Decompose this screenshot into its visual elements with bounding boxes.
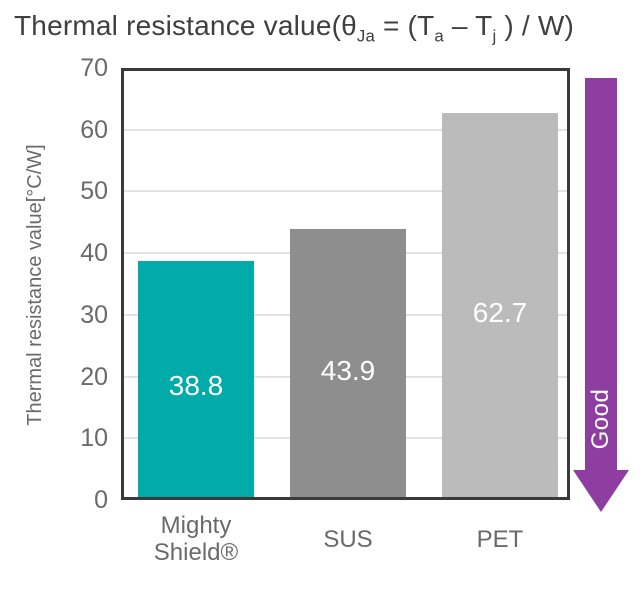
y-tick-label-50: 50 [80,177,108,206]
down-arrow-shape [573,78,629,512]
y-tick-label-10: 10 [80,424,108,453]
y-tick-label-20: 20 [80,362,108,391]
title-text: Thermal resistance value(θ [14,10,357,41]
x-label-sus: SUS [323,525,373,553]
y-tick-label-60: 60 [80,115,108,144]
bar-mighty-shield: 38.8 [138,260,254,500]
x-label-pet: PET [476,525,524,553]
value-label-sus: 43.9 [320,354,376,386]
bar-sus: 43.9 [290,229,406,500]
chart-title: Thermal resistance value(θJa = (Ta – Tj … [14,10,634,44]
y-tick-label-70: 70 [80,54,108,82]
gridline-60 [124,128,567,131]
title-text: = (T [375,10,435,41]
good-label: Good [587,388,614,450]
title-text: ) / W) [496,10,574,41]
y-tick-label-30: 30 [80,300,108,329]
good-direction-arrow [573,78,629,512]
title-subscript-a: a [434,26,444,46]
title-subscript-ja: Ja [356,26,376,46]
bar-pet: 62.7 [442,113,558,500]
x-label-mighty-shield: Mighty Shield® [153,512,239,566]
title-subscript-j: j [492,26,497,46]
title-text: – T [443,10,493,41]
y-tick-label-40: 40 [80,239,108,268]
y-tick-label-0: 0 [94,486,108,514]
gridline-50 [124,190,567,193]
value-label-mighty-shield: 38.8 [168,370,224,402]
value-label-pet: 62.7 [472,296,528,328]
